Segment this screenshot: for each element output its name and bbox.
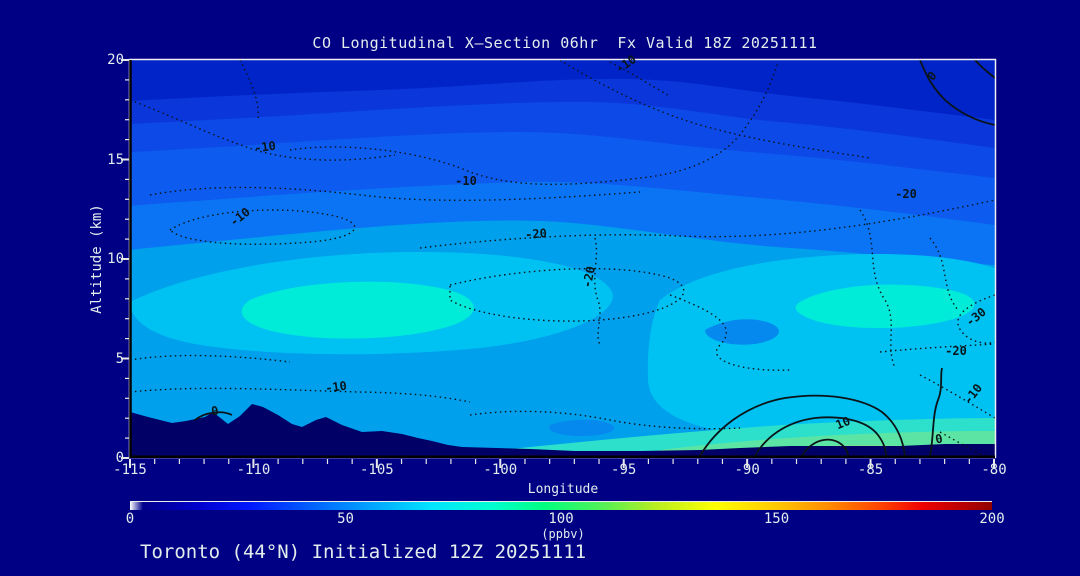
x-tick-label: -115 — [113, 462, 147, 478]
x-tick-label: -110 — [236, 462, 271, 478]
init-info-text: Toronto (44°N) Initialized 12Z 20251111 — [140, 541, 587, 563]
x-tick-label: -85 — [857, 462, 884, 478]
contour-label: -20 — [945, 344, 967, 358]
y-tick-label: 5 — [115, 350, 124, 367]
y-tick-label: 0 — [115, 450, 124, 466]
colorbar-tick-label: 150 — [763, 511, 790, 527]
fill-field — [130, 60, 995, 458]
colorbar-tick-label: 200 — [979, 511, 1005, 527]
terrain-silhouette — [130, 404, 995, 458]
axis-ticks — [121, 59, 995, 468]
x-axis-label: Longitude — [527, 482, 599, 497]
contour-label: -10 — [253, 138, 277, 156]
contour-lines-dotted — [130, 60, 995, 458]
plot-title: CO Longitudinal X—Section 06hr Fx Valid … — [312, 34, 818, 52]
colorbar-tick-label: 0 — [125, 511, 135, 527]
plot-area — [130, 60, 995, 458]
contour-label: -20 — [524, 226, 548, 242]
x-tick-label: -105 — [359, 462, 394, 478]
contour-label: -20 — [895, 187, 917, 201]
colorbar-unit-label: (ppbv) — [541, 527, 585, 541]
x-tick-label: -95 — [611, 462, 637, 478]
colorbar-tick-label: 50 — [337, 511, 354, 527]
x-tick-label: -80 — [981, 462, 1007, 478]
y-tick-label: 10 — [107, 251, 124, 267]
y-tick-label: 20 — [107, 52, 124, 68]
y-tick-label: 15 — [107, 151, 124, 168]
contour-label: -10 — [455, 174, 477, 188]
colorbar-tick-label: 100 — [548, 511, 574, 527]
plot-frame — [128, 58, 997, 459]
colorbar — [130, 501, 992, 510]
contour-lines-solid — [194, 60, 995, 457]
contour-label: -10 — [324, 378, 348, 396]
x-tick-label: -100 — [483, 462, 518, 478]
x-tick-label: -90 — [734, 462, 760, 478]
